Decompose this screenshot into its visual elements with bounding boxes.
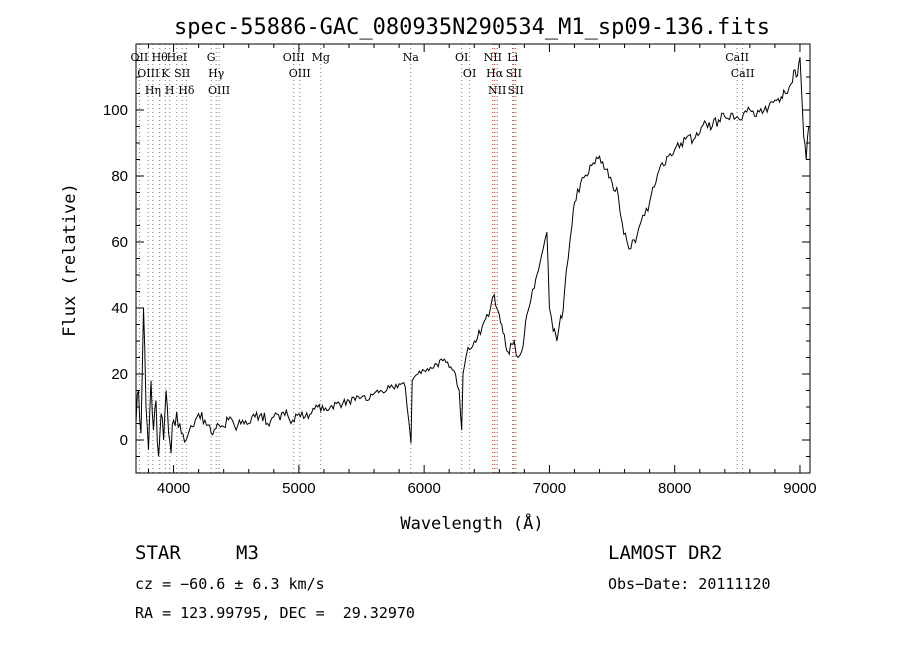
- line-marker-label: NII: [484, 51, 502, 64]
- x-tick-label: 9000: [783, 480, 816, 497]
- line-marker-label: Mg: [312, 51, 330, 64]
- spectrum-line: [135, 57, 810, 457]
- x-tick-label: 6000: [407, 480, 440, 497]
- x-tick-label: 8000: [658, 480, 691, 497]
- x-tick-label: 4000: [157, 480, 190, 497]
- coordinates-readout: RA = 123.99795, DEC = 29.32970: [135, 604, 415, 622]
- line-marker-label: SII: [506, 67, 522, 80]
- line-marker-label: Hη: [145, 84, 161, 97]
- line-marker-label: SII: [174, 67, 190, 80]
- redshift-readout: cz = −60.6 ± 6.3 km/s: [135, 575, 325, 593]
- x-axis-label: Wavelength (Å): [400, 512, 543, 534]
- y-axis-label: Flux (relative): [60, 183, 80, 337]
- y-tick-label: 100: [103, 102, 128, 119]
- line-marker-label: OI: [463, 67, 476, 80]
- line-marker-label: OIII: [208, 84, 230, 97]
- line-marker-label: CaII: [731, 67, 755, 80]
- line-marker-label: OI: [455, 51, 468, 64]
- line-marker-label: Hδ: [178, 84, 195, 97]
- observation-date: Obs−Date: 20111120: [608, 575, 771, 593]
- survey-name: LAMOST DR2: [608, 542, 723, 564]
- object-subclass: M3: [236, 542, 259, 564]
- line-marker-label: Hγ: [208, 67, 225, 80]
- y-tick-label: 20: [111, 366, 128, 383]
- line-marker-label: HeI: [167, 51, 187, 64]
- spectral-line-markers: [138, 44, 744, 473]
- object-class: STAR: [135, 542, 181, 564]
- y-tick-label: 80: [111, 168, 128, 185]
- line-marker-label: OIII: [283, 51, 305, 64]
- line-marker-label: OIII: [289, 67, 311, 80]
- line-marker-label: Hα: [486, 67, 504, 80]
- y-axis-ticks: 0 20 40 60 80 100: [103, 60, 810, 457]
- line-marker-label: OII: [131, 51, 149, 64]
- line-marker-label: H: [165, 84, 175, 97]
- line-marker-label: SII: [508, 84, 524, 97]
- line-marker-label: Hθ: [152, 51, 169, 64]
- line-marker-label: OIII: [137, 67, 159, 80]
- line-marker-label: CaII: [725, 51, 749, 64]
- plot-frame: [135, 43, 811, 474]
- y-tick-label: 0: [120, 432, 128, 449]
- line-marker-label: G: [207, 51, 216, 64]
- line-marker-label: K: [161, 67, 170, 80]
- line-marker-label: Na: [403, 51, 420, 64]
- y-tick-label: 40: [111, 300, 128, 317]
- line-marker-label: NII: [488, 84, 506, 97]
- x-tick-label: 5000: [282, 480, 315, 497]
- chart-title: spec-55886-GAC_080935N290534_M1_sp09-136…: [174, 15, 770, 40]
- line-marker-label: Li: [507, 51, 518, 64]
- y-tick-label: 60: [111, 234, 128, 251]
- x-axis-ticks: 4000 5000 6000 7000 8000 9000: [148, 44, 817, 497]
- x-tick-label: 7000: [533, 480, 566, 497]
